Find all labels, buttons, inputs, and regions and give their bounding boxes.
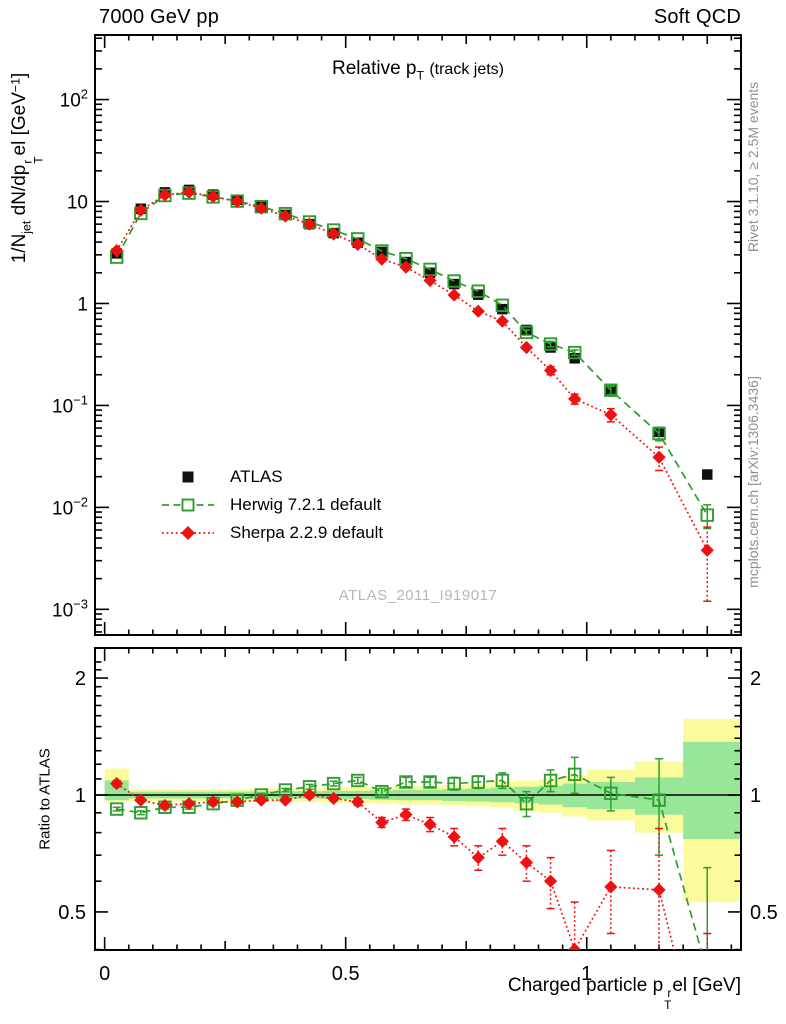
uncertainty-bands [104, 718, 741, 903]
herwig-marker-icon [162, 498, 214, 512]
svg-text:10−2: 10−2 [52, 494, 88, 519]
svg-text:0.5: 0.5 [750, 902, 778, 924]
svg-text:0: 0 [99, 963, 110, 985]
series-atlas-main [111, 184, 713, 480]
legend: ATLAS Herwig 7.2.1 default Sherpa 2.2.9 … [160, 463, 383, 547]
legend-label: Herwig 7.2.1 default [230, 495, 382, 514]
svg-text:1: 1 [75, 785, 86, 807]
svg-text:10−3: 10−3 [52, 596, 88, 621]
beam-energy-label: 7000 GeV pp [99, 6, 220, 28]
plot-title: Relative pT (track jets) [332, 58, 504, 83]
sherpa-marker-icon [162, 526, 214, 540]
svg-text:10−1: 10−1 [52, 392, 88, 417]
process-group-label: Soft QCD [653, 6, 741, 28]
mcplots-arxiv-label: mcplots.cern.ch [arXiv:1306.3436] [745, 376, 761, 588]
svg-text:0.5: 0.5 [58, 902, 86, 924]
series-sherpa-ratio [110, 776, 712, 950]
band-green [683, 741, 741, 840]
svg-text:102: 102 [60, 87, 88, 112]
legend-item-atlas: ATLAS [160, 463, 383, 491]
legend-label: Sherpa 2.2.9 default [230, 523, 384, 542]
legend-item-sherpa: Sherpa 2.2.9 default [160, 519, 383, 547]
sherpa-line-main [115, 191, 709, 551]
svg-text:1: 1 [581, 963, 592, 985]
svg-text:1: 1 [77, 294, 88, 315]
main-panel-frame [94, 34, 742, 636]
svg-text:2: 2 [75, 668, 86, 690]
herwig-line-ratio [116, 773, 702, 950]
rivet-version-label: Rivet 3.1.10, ≥ 2.5M events [745, 81, 761, 253]
svg-text:2: 2 [750, 668, 761, 690]
ratio-panel-frame [94, 647, 742, 951]
tick-labels: 102 10 1 10−1 10−2 10−3 2 2 1 1 0.5 0.5 0 0.5 1 [52, 87, 778, 985]
legend-label: ATLAS [230, 467, 283, 486]
svg-text:10: 10 [67, 193, 88, 214]
analysis-id-watermark: ATLAS_2011_I919017 [338, 587, 498, 604]
atlas-marker-icon [182, 471, 194, 483]
ratio-axis-title: Ratio to ATLAS [36, 748, 54, 850]
svg-text:0.5: 0.5 [332, 963, 360, 985]
legend-item-herwig: Herwig 7.2.1 default [160, 491, 383, 519]
svg-text:1: 1 [750, 785, 761, 807]
